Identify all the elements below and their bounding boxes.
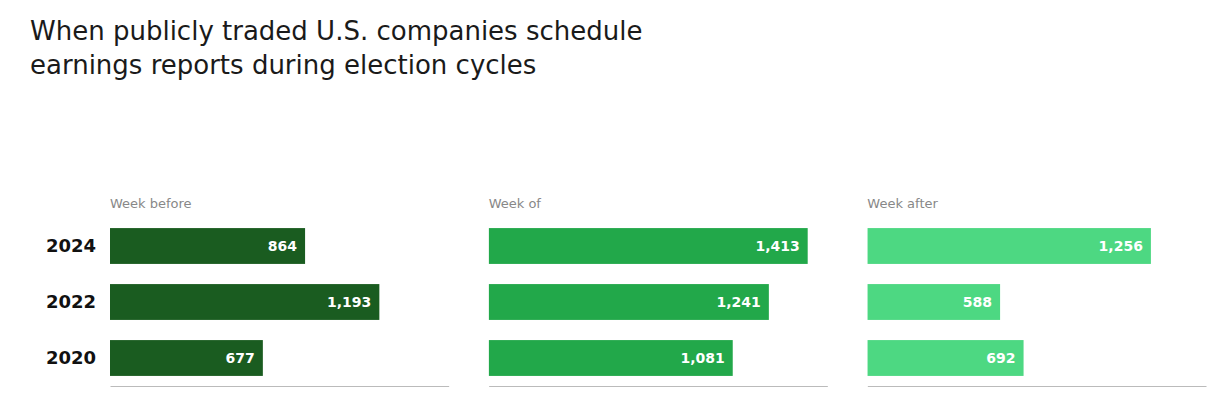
data-label: 1,193 [327,294,371,310]
bar [489,284,769,320]
data-labels: 1,413 1,241 1,081 [680,238,799,366]
chart: When publicly traded U.S. companies sche… [0,0,1220,408]
y-tick: 2020 [46,347,96,368]
panel: Week of 1,413 1,241 1,081 [489,196,828,387]
y-tick-label: 2020 [46,347,96,368]
bar [867,340,1023,376]
y-tick-label: 2022 [46,291,96,312]
data-label: 588 [963,294,992,310]
data-label: 1,413 [755,238,799,254]
panel-header: Week after [867,196,938,211]
bars [110,228,379,376]
data-label: 1,081 [680,350,724,366]
x-axis-line [489,386,828,387]
data-labels: 864 1,193 677 [226,238,372,366]
data-labels: 1,256 588 692 [963,238,1143,366]
bar [867,228,1151,264]
bar [867,284,1000,320]
subtitle: earnings reports during election cycles [30,50,536,80]
bar [110,228,305,264]
panel-header: Week before [110,196,192,211]
bar [110,284,379,320]
bar [110,340,263,376]
y-tick: 2024 [46,235,96,256]
y-tick-label: 2024 [46,235,96,256]
bar [489,340,733,376]
title: When publicly traded U.S. companies sche… [30,16,642,46]
x-axis-line [868,386,1207,387]
x-axis [868,386,1207,387]
bars [867,228,1151,376]
panel: Week before 864 1,193 677 2024 2022 2020 [46,196,449,387]
data-label: 864 [268,238,297,254]
x-axis [111,386,450,387]
panel: Week after 1,256 588 692 [867,196,1206,387]
bar [489,228,808,264]
x-axis [489,386,828,387]
data-label: 1,241 [717,294,761,310]
bars [489,228,808,376]
data-label: 677 [226,350,255,366]
panel-header: Week of [489,196,542,211]
x-axis-line [111,386,450,387]
data-label: 1,256 [1099,238,1143,254]
data-label: 692 [986,350,1015,366]
y-tick: 2022 [46,291,96,312]
y-axis: 2024 2022 2020 [46,235,96,368]
